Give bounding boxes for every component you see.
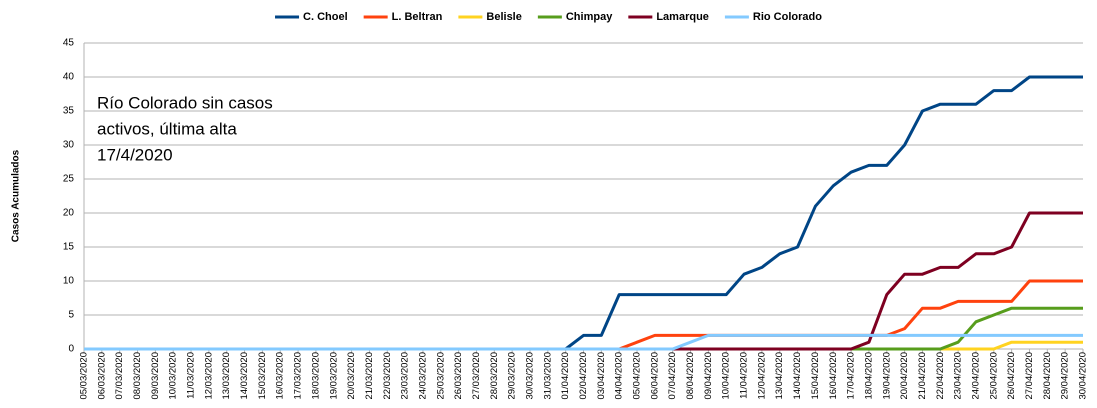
y-tick-label: 0 — [68, 344, 74, 355]
x-tick-label: 05/03/2020 — [79, 352, 90, 400]
x-tick-label: 08/04/2020 — [685, 352, 696, 400]
legend-label: Chimpay — [566, 11, 613, 23]
y-tick-label: 20 — [63, 208, 75, 219]
x-tick-label: 13/04/2020 — [774, 352, 785, 400]
series-line — [84, 306, 1083, 351]
x-tick-label: 15/03/2020 — [257, 352, 268, 400]
x-tick-label: 11/04/2020 — [739, 352, 750, 399]
legend-label: Lamarque — [656, 11, 709, 23]
x-tick-label: 30/03/2020 — [524, 352, 535, 400]
x-tick-label: 25/03/2020 — [435, 352, 446, 400]
x-tick-label: 24/03/2020 — [417, 352, 428, 400]
legend: C. Choel L. Beltran Belisle Chimpay Lamarque… — [275, 11, 822, 23]
y-tick-label: 35 — [63, 106, 75, 117]
y-tick-label: 15 — [63, 242, 75, 253]
x-tick-label: 14/04/2020 — [792, 352, 803, 400]
x-tick-label: 24/04/2020 — [970, 352, 981, 400]
series-line — [84, 333, 1083, 351]
annotation: 17/4/2020 — [97, 145, 173, 164]
legend-label: C. Choel — [303, 11, 348, 23]
x-tick-label: 05/04/2020 — [632, 352, 643, 400]
x-tick-label: 21/03/2020 — [364, 352, 375, 400]
annotation: Río Colorado sin casos — [97, 93, 273, 112]
x-tick-label: 29/04/2020 — [1060, 352, 1071, 400]
y-tick-label: 40 — [63, 72, 75, 83]
x-tick-label: 19/03/2020 — [328, 352, 339, 400]
y-tick-label: 10 — [63, 276, 75, 287]
legend-label: Belisle — [486, 11, 521, 23]
x-tick-label: 22/03/2020 — [382, 352, 393, 400]
x-tick-label: 10/04/2020 — [721, 352, 732, 400]
y-tick-label: 5 — [68, 310, 74, 321]
x-tick-label: 22/04/2020 — [935, 352, 946, 400]
x-tick-label: 28/04/2020 — [1042, 352, 1053, 400]
x-tick-label: 12/03/2020 — [203, 352, 214, 400]
x-tick-label: 20/04/2020 — [899, 352, 910, 400]
x-tick-label: 03/04/2020 — [596, 352, 607, 400]
x-tick-label: 16/03/2020 — [275, 352, 286, 400]
y-axis-label: Casos Acumulados — [11, 149, 22, 242]
x-tick-label: 18/04/2020 — [863, 352, 874, 400]
x-tick-label: 21/04/2020 — [917, 352, 928, 400]
y-tick-label: 45 — [63, 38, 75, 49]
y-tick-label: 25 — [63, 174, 75, 185]
x-tick-label: 23/04/2020 — [953, 352, 964, 400]
x-tick-label: 07/04/2020 — [667, 352, 678, 400]
x-tick-label: 19/04/2020 — [881, 352, 892, 400]
x-tick-label: 27/04/2020 — [1024, 352, 1035, 400]
legend-label: L. Beltran — [392, 11, 443, 23]
x-tick-label: 20/03/2020 — [346, 352, 357, 400]
x-tick-label: 25/04/2020 — [988, 352, 999, 400]
x-tick-label: 26/03/2020 — [453, 352, 464, 400]
y-tick-label: 30 — [63, 140, 75, 151]
x-tick-label: 15/04/2020 — [810, 352, 821, 400]
x-tick-label: 26/04/2020 — [1006, 352, 1017, 400]
x-tick-label: 16/04/2020 — [828, 352, 839, 400]
x-tick-label: 09/04/2020 — [703, 352, 714, 400]
x-tick-label: 30/04/2020 — [1078, 352, 1089, 400]
x-tick-label: 08/03/2020 — [132, 352, 143, 400]
x-tick-label: 07/03/2020 — [114, 352, 125, 400]
x-tick-label: 29/03/2020 — [507, 352, 518, 400]
x-tick-label: 02/04/2020 — [578, 352, 589, 400]
x-tick-label: 17/03/2020 — [293, 352, 304, 400]
x-tick-label: 27/03/2020 — [471, 352, 482, 400]
legend-label: Rio Colorado — [753, 11, 822, 23]
x-tick-label: 04/04/2020 — [614, 352, 625, 400]
x-tick-label: 28/03/2020 — [489, 352, 500, 400]
x-tick-label: 01/04/2020 — [560, 352, 571, 400]
x-tick-label: 06/04/2020 — [649, 352, 660, 400]
x-tick-label: 17/04/2020 — [846, 352, 857, 400]
annotation: activos, última alta — [97, 119, 237, 138]
x-tick-label: 12/04/2020 — [756, 352, 767, 400]
x-tick-label: 23/03/2020 — [400, 352, 411, 400]
x-tick-label: 18/03/2020 — [310, 352, 321, 400]
x-tick-label: 14/03/2020 — [239, 352, 250, 400]
x-tick-label: 06/03/2020 — [96, 352, 107, 400]
x-tick-label: 13/03/2020 — [221, 352, 232, 400]
x-tick-label: 11/03/2020 — [186, 352, 197, 399]
x-tick-label: 09/03/2020 — [150, 352, 161, 400]
x-tick-label: 31/03/2020 — [542, 352, 553, 400]
x-tick-label: 10/03/2020 — [168, 352, 179, 400]
